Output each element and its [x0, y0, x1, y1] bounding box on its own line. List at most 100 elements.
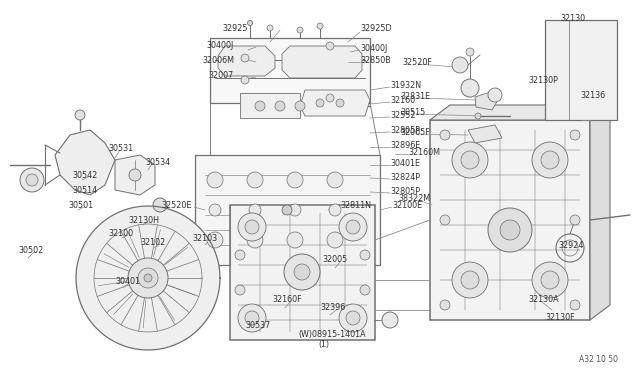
Text: 30542: 30542 [72, 170, 97, 180]
Text: 32552: 32552 [390, 110, 415, 119]
Text: 32007: 32007 [209, 71, 234, 80]
Bar [545, 20, 617, 120]
Circle shape [541, 271, 559, 289]
Polygon shape [240, 93, 300, 118]
Circle shape [329, 204, 341, 216]
Text: 32100E: 32100E [392, 201, 422, 209]
Text: 32925: 32925 [223, 23, 248, 32]
Circle shape [75, 110, 85, 120]
Circle shape [153, 198, 167, 212]
Text: 30514: 30514 [72, 186, 97, 195]
Circle shape [235, 285, 245, 295]
Text: 32811N: 32811N [340, 201, 371, 209]
Text: (1): (1) [318, 340, 329, 350]
Text: 32130F: 32130F [545, 314, 575, 323]
Polygon shape [115, 155, 155, 195]
Circle shape [241, 54, 249, 62]
Polygon shape [55, 130, 115, 195]
Text: 38322M: 38322M [398, 193, 430, 202]
Text: 32520E: 32520E [162, 201, 192, 209]
Circle shape [570, 215, 580, 225]
Circle shape [247, 172, 263, 188]
Circle shape [267, 25, 273, 31]
Text: 31932N: 31932N [390, 80, 421, 90]
Circle shape [339, 213, 367, 241]
Polygon shape [590, 105, 610, 320]
Text: 30537: 30537 [245, 321, 270, 330]
Circle shape [532, 262, 568, 298]
Circle shape [440, 130, 450, 140]
Text: 32136: 32136 [580, 90, 605, 99]
Circle shape [461, 79, 479, 97]
Text: 30400J: 30400J [207, 41, 234, 49]
Circle shape [294, 264, 310, 280]
Text: 30534: 30534 [145, 157, 170, 167]
Bar [430, 120, 590, 320]
Circle shape [488, 208, 532, 252]
Circle shape [238, 304, 266, 332]
Circle shape [382, 312, 398, 328]
Text: 32896E: 32896E [390, 141, 420, 150]
Circle shape [475, 113, 481, 119]
Text: 32130H: 32130H [128, 215, 159, 224]
Text: 32805P: 32805P [390, 186, 420, 196]
Bar [230, 205, 375, 340]
Circle shape [466, 48, 474, 56]
Circle shape [339, 304, 367, 332]
Circle shape [440, 300, 450, 310]
Circle shape [249, 204, 261, 216]
Circle shape [541, 151, 559, 169]
Circle shape [461, 271, 479, 289]
Circle shape [440, 215, 450, 225]
Polygon shape [468, 125, 502, 143]
Circle shape [26, 174, 38, 186]
Text: 32160F: 32160F [272, 295, 301, 305]
Circle shape [346, 311, 360, 325]
Polygon shape [218, 46, 275, 76]
Circle shape [295, 101, 305, 111]
Circle shape [289, 204, 301, 216]
Text: 30531: 30531 [108, 144, 133, 153]
Text: 32824P: 32824P [390, 173, 420, 182]
Circle shape [207, 172, 223, 188]
Circle shape [532, 142, 568, 178]
Circle shape [238, 213, 266, 241]
Text: 32130: 32130 [560, 13, 585, 22]
Circle shape [287, 232, 303, 248]
Text: 32520F: 32520F [402, 58, 432, 67]
Circle shape [241, 76, 249, 84]
Circle shape [336, 99, 344, 107]
Text: 32924: 32924 [558, 241, 584, 250]
Polygon shape [282, 46, 362, 78]
Circle shape [209, 204, 221, 216]
Text: 32102: 32102 [140, 237, 165, 247]
Text: 32100: 32100 [108, 228, 133, 237]
Circle shape [245, 220, 259, 234]
Circle shape [247, 232, 263, 248]
Circle shape [346, 220, 360, 234]
Text: 30501: 30501 [68, 201, 93, 209]
Circle shape [248, 20, 253, 26]
Circle shape [452, 262, 488, 298]
Bar [210, 38, 370, 103]
Text: 32925D: 32925D [360, 23, 392, 32]
Text: 32805P: 32805P [390, 125, 420, 135]
Circle shape [360, 250, 370, 260]
Text: 32396: 32396 [320, 304, 345, 312]
Text: 30515: 30515 [400, 108, 425, 116]
Text: 32831E: 32831E [400, 92, 430, 100]
Circle shape [144, 274, 152, 282]
Circle shape [488, 88, 502, 102]
Circle shape [138, 268, 158, 288]
Circle shape [452, 142, 488, 178]
Circle shape [500, 220, 520, 240]
Circle shape [570, 300, 580, 310]
Circle shape [327, 232, 343, 248]
Circle shape [326, 94, 334, 102]
Circle shape [316, 99, 324, 107]
Circle shape [287, 172, 303, 188]
Circle shape [327, 172, 343, 188]
Circle shape [282, 205, 292, 215]
Circle shape [284, 254, 320, 290]
Polygon shape [300, 90, 370, 116]
